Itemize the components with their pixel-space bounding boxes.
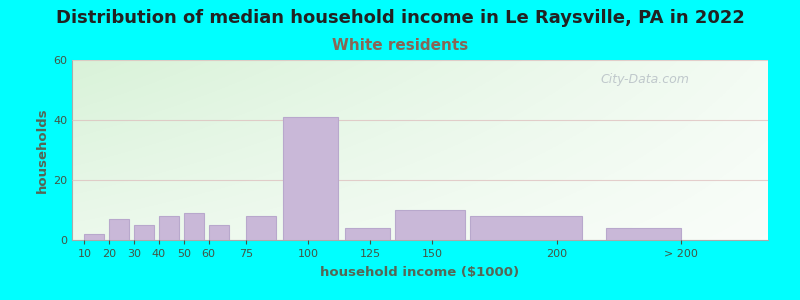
Bar xyxy=(159,216,179,240)
Text: Distribution of median household income in Le Raysville, PA in 2022: Distribution of median household income … xyxy=(55,9,745,27)
Bar xyxy=(209,225,229,240)
Bar xyxy=(246,216,276,240)
Text: City-Data.com: City-Data.com xyxy=(601,73,690,85)
Bar xyxy=(184,213,204,240)
Bar xyxy=(395,210,465,240)
Bar xyxy=(346,228,390,240)
Bar xyxy=(85,234,104,240)
Bar xyxy=(606,228,681,240)
Text: White residents: White residents xyxy=(332,38,468,52)
Bar xyxy=(283,117,338,240)
Y-axis label: households: households xyxy=(36,107,49,193)
Bar xyxy=(110,219,129,240)
X-axis label: household income ($1000): household income ($1000) xyxy=(321,266,519,279)
Bar xyxy=(134,225,154,240)
Bar xyxy=(470,216,582,240)
